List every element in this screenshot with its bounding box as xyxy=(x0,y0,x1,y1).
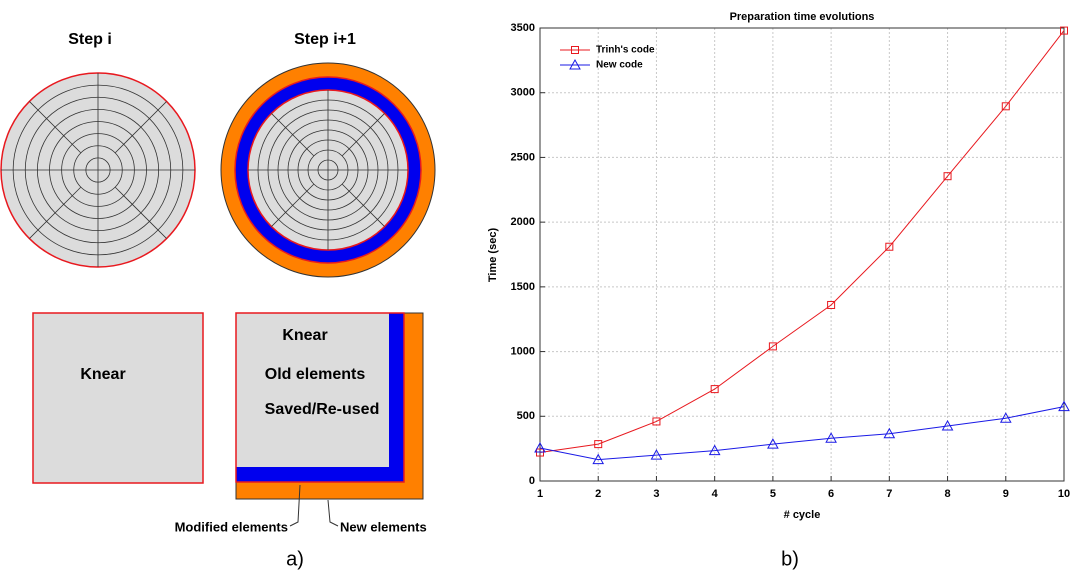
square-label: Saved/Re-used xyxy=(265,401,380,418)
series-line xyxy=(539,406,1065,461)
x-tick-label: 5 xyxy=(770,488,776,500)
knear-outline xyxy=(235,312,405,483)
chart: 0 500 1000 1500 2000 2500 3000 3500 1 2 3 4 5 6 7 8 9 10 T… xyxy=(511,22,1071,500)
y-tick-label: 500 xyxy=(517,410,535,422)
mesh-spoke xyxy=(114,186,167,239)
legend-label: New code xyxy=(596,60,643,71)
callout-label: New elements xyxy=(340,519,427,534)
callout-label: Modified elements xyxy=(175,519,288,534)
panel-label: a) xyxy=(286,548,304,570)
point-marker xyxy=(941,419,954,431)
x-tick-label: 4 xyxy=(712,488,719,500)
old-elements-square xyxy=(236,313,389,467)
mesh-spoke xyxy=(271,183,315,227)
x-tick-label: 10 xyxy=(1058,488,1070,500)
legend-marker xyxy=(569,58,581,70)
x-tick-label: 6 xyxy=(828,488,834,500)
point-marker xyxy=(652,417,661,426)
point-marker xyxy=(943,172,952,181)
square-label: Knear xyxy=(80,366,125,383)
y-tick-label: 0 xyxy=(529,475,535,487)
mesh-spoke xyxy=(271,113,315,157)
point-marker xyxy=(534,441,546,453)
circle-label: Step i xyxy=(68,31,112,48)
chart-title: Preparation time evolutions xyxy=(730,11,875,23)
mesh-spoke xyxy=(341,113,385,157)
x-axis-label: # cycle xyxy=(784,509,821,521)
series-line xyxy=(539,30,1065,454)
x-tick-label: 3 xyxy=(653,488,659,500)
point-marker xyxy=(708,444,721,456)
point-marker xyxy=(827,300,836,309)
legend-marker xyxy=(571,46,579,54)
mesh-spoke xyxy=(341,183,385,227)
point-marker xyxy=(536,448,544,457)
y-tick-label: 3500 xyxy=(511,22,535,34)
point-marker xyxy=(594,440,603,449)
knear-square xyxy=(32,312,204,484)
point-marker xyxy=(999,412,1012,423)
point-marker xyxy=(883,427,896,439)
x-tick-label: 2 xyxy=(595,488,601,500)
mesh-diagrams xyxy=(0,62,436,278)
point-marker xyxy=(710,385,719,394)
callout-line xyxy=(289,484,301,527)
point-marker xyxy=(1001,102,1010,111)
point-marker xyxy=(885,242,894,251)
x-tick-label: 8 xyxy=(944,488,950,500)
point-marker xyxy=(825,432,837,443)
x-tick-label: 1 xyxy=(537,488,543,500)
y-tick-label: 3000 xyxy=(511,87,535,99)
legend-label: Trinh's code xyxy=(596,45,655,56)
y-tick-label: 2500 xyxy=(511,151,535,163)
callout-line xyxy=(327,499,339,527)
point-marker xyxy=(650,449,663,460)
y-axis-label: Time (sec) xyxy=(487,228,499,283)
y-tick-label: 2000 xyxy=(511,216,535,228)
circle-label: Step i+1 xyxy=(294,31,356,48)
x-tick-label: 9 xyxy=(1003,488,1009,500)
y-tick-label: 1500 xyxy=(511,281,535,293)
point-marker xyxy=(768,342,777,351)
y-tick-label: 1000 xyxy=(511,345,535,357)
square-label: Old elements xyxy=(265,366,366,383)
x-tick-label: 7 xyxy=(886,488,892,500)
plot-frame xyxy=(539,27,1065,482)
mesh-spoke xyxy=(29,101,82,154)
point-marker xyxy=(592,453,605,465)
mesh-spoke xyxy=(29,186,82,239)
point-marker xyxy=(1060,26,1068,35)
square-label: Knear xyxy=(282,327,327,344)
mesh-spoke xyxy=(114,101,167,154)
point-marker xyxy=(767,438,779,449)
panel-label: b) xyxy=(781,548,799,570)
point-marker xyxy=(1058,400,1070,412)
